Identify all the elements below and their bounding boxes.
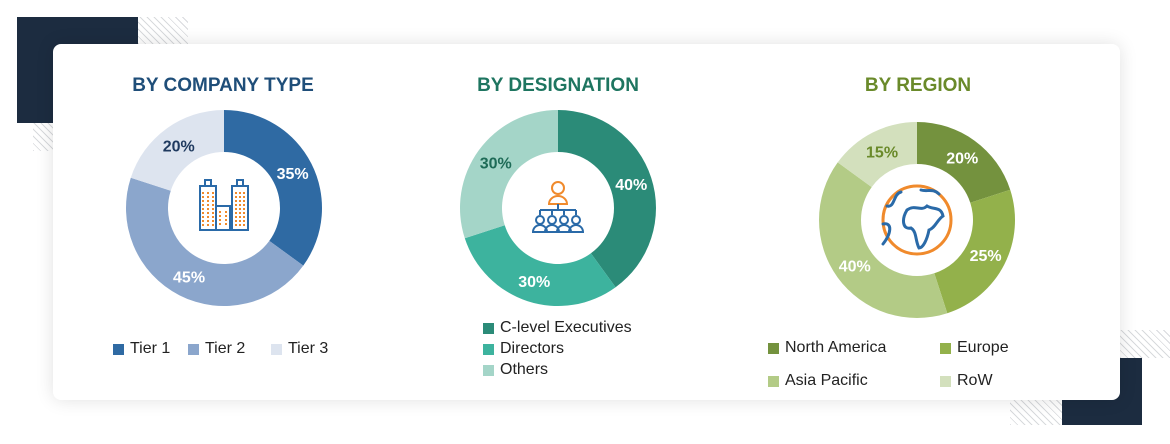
legend-swatch (940, 342, 951, 354)
legend-item: Directors (483, 340, 564, 358)
chart-title: BY DESIGNATION (477, 75, 639, 96)
legend-item: Tier 3 (271, 340, 328, 358)
data-label: 20% (163, 139, 195, 156)
legend-label: Tier 2 (205, 340, 246, 357)
legend-label: Asia Pacific (785, 372, 868, 389)
org-chart-people-icon (531, 181, 585, 233)
chart-title: BY REGION (864, 75, 972, 96)
legend-item: Tier 2 (188, 340, 245, 358)
legend-label: Tier 1 (130, 340, 171, 357)
slice-others (460, 110, 558, 239)
globe-icon (881, 184, 953, 256)
legend-swatch (768, 342, 779, 354)
panel-region: BY REGION 20% 25% 40% 15% North America Europ… (748, 44, 1088, 400)
legend-swatch (271, 343, 282, 355)
slice-north-america (917, 122, 1011, 203)
slice-row (837, 122, 917, 188)
legend-swatch (483, 364, 494, 376)
legend-item: RoW (940, 372, 993, 390)
data-label: 30% (480, 156, 512, 173)
data-label: 35% (277, 166, 309, 183)
legend-swatch (940, 375, 951, 387)
data-label: 40% (615, 177, 647, 194)
decor-hatch-top-left (138, 17, 188, 44)
legend-swatch (483, 343, 494, 355)
legend-label: Europe (957, 339, 1009, 356)
legend-item: North America (768, 339, 886, 357)
legend-item: Tier 1 (113, 340, 170, 358)
legend-item: Europe (940, 339, 1009, 357)
slice-europe (934, 189, 1015, 314)
decor-hatch-left (33, 123, 53, 151)
data-label: 45% (173, 270, 205, 287)
slice-asia-pacific (819, 162, 948, 319)
data-label: 40% (839, 258, 871, 275)
legend-item: C-level Executives (483, 319, 632, 337)
legend-label: Directors (500, 340, 565, 357)
legend-item: Others (483, 361, 548, 379)
buildings-icon (199, 179, 249, 231)
legend-swatch (483, 322, 494, 334)
data-label: 15% (866, 144, 898, 161)
slice-tier-1 (224, 110, 322, 266)
legend-label: Tier 3 (288, 340, 329, 357)
slice-tier-3 (130, 110, 224, 191)
panel-designation: BY DESIGNATION 40% 30% 30% C-level Executiv… (388, 44, 728, 400)
globe-icon (881, 184, 953, 256)
panel-company-type: BY COMPANY TYPE 35% 45% 20% Tier 1 Tier 2 Tie… (53, 44, 393, 400)
chart-card: BY COMPANY TYPE 35% 45% 20% Tier 1 Tier 2 Tie… (53, 44, 1120, 400)
legend-swatch (113, 343, 124, 355)
chart-title: BY COMPANY TYPE (132, 75, 314, 96)
legend-label: C-level Executives (500, 319, 632, 336)
data-label: 20% (946, 151, 978, 168)
decor-hatch-bottom-right (1120, 330, 1170, 358)
slice-directors (464, 225, 616, 306)
legend-label: RoW (957, 372, 993, 389)
legend-swatch (188, 343, 199, 355)
buildings-icon (199, 179, 249, 231)
donut-chart: 40% 30% 30% (460, 110, 656, 306)
legend-label: Others (500, 361, 549, 378)
legend-swatch (768, 375, 779, 387)
decor-hatch-bottom (1010, 400, 1062, 425)
donut-chart: 20% 25% 40% 15% (819, 122, 1015, 319)
slice-c-level-executives (558, 110, 656, 288)
data-label: 30% (518, 274, 550, 291)
donut-chart: 35% 45% 20% (126, 110, 322, 306)
data-label: 25% (970, 248, 1002, 265)
legend-label: North America (785, 339, 887, 356)
org-chart-people-icon (531, 181, 585, 233)
legend-item: Asia Pacific (768, 372, 868, 390)
slice-tier-2 (126, 177, 304, 306)
